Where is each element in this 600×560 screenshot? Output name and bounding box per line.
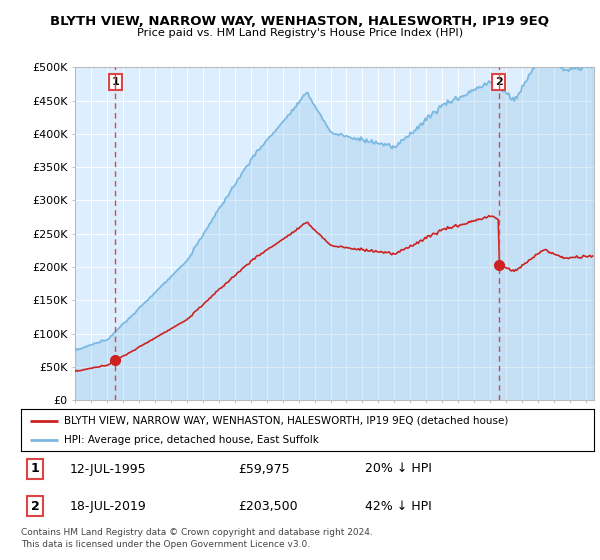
Text: £203,500: £203,500	[239, 500, 298, 512]
Text: 1: 1	[112, 77, 119, 87]
Text: Contains HM Land Registry data © Crown copyright and database right 2024.
This d: Contains HM Land Registry data © Crown c…	[21, 528, 373, 549]
Text: BLYTH VIEW, NARROW WAY, WENHASTON, HALESWORTH, IP19 9EQ: BLYTH VIEW, NARROW WAY, WENHASTON, HALES…	[50, 15, 550, 28]
Text: BLYTH VIEW, NARROW WAY, WENHASTON, HALESWORTH, IP19 9EQ (detached house): BLYTH VIEW, NARROW WAY, WENHASTON, HALES…	[64, 416, 508, 426]
Text: 2: 2	[31, 500, 40, 512]
Text: 2: 2	[495, 77, 503, 87]
Text: 12-JUL-1995: 12-JUL-1995	[70, 463, 146, 475]
Text: 20% ↓ HPI: 20% ↓ HPI	[365, 463, 431, 475]
Text: Price paid vs. HM Land Registry's House Price Index (HPI): Price paid vs. HM Land Registry's House …	[137, 28, 463, 38]
Text: £59,975: £59,975	[239, 463, 290, 475]
Text: 18-JUL-2019: 18-JUL-2019	[70, 500, 146, 512]
Text: HPI: Average price, detached house, East Suffolk: HPI: Average price, detached house, East…	[64, 435, 319, 445]
Text: 1: 1	[31, 463, 40, 475]
Text: 42% ↓ HPI: 42% ↓ HPI	[365, 500, 431, 512]
